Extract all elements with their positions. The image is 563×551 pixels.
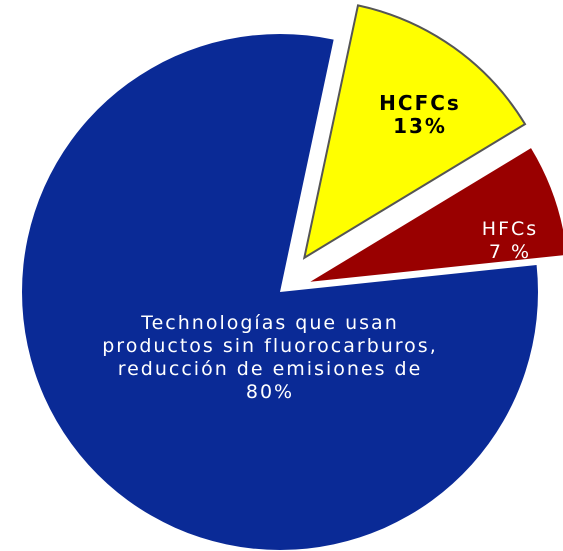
- pie-slice: [310, 148, 563, 282]
- category-label: Technologías que usan productos sin fluo…: [102, 312, 438, 380]
- value-label: 80%: [245, 381, 295, 403]
- slice-label: Technologías que usan productos sin fluo…: [85, 312, 455, 404]
- value-label: 13%: [393, 114, 447, 138]
- category-label: HFCs: [481, 218, 539, 240]
- pie-slice: [22, 34, 539, 551]
- slice-label: HFCs 7 %: [455, 218, 563, 264]
- category-label: HCFCs: [379, 91, 461, 115]
- pie-slice: [302, 4, 527, 260]
- value-label: 7 %: [488, 241, 532, 263]
- slice-label: HCFCs 13%: [345, 92, 495, 138]
